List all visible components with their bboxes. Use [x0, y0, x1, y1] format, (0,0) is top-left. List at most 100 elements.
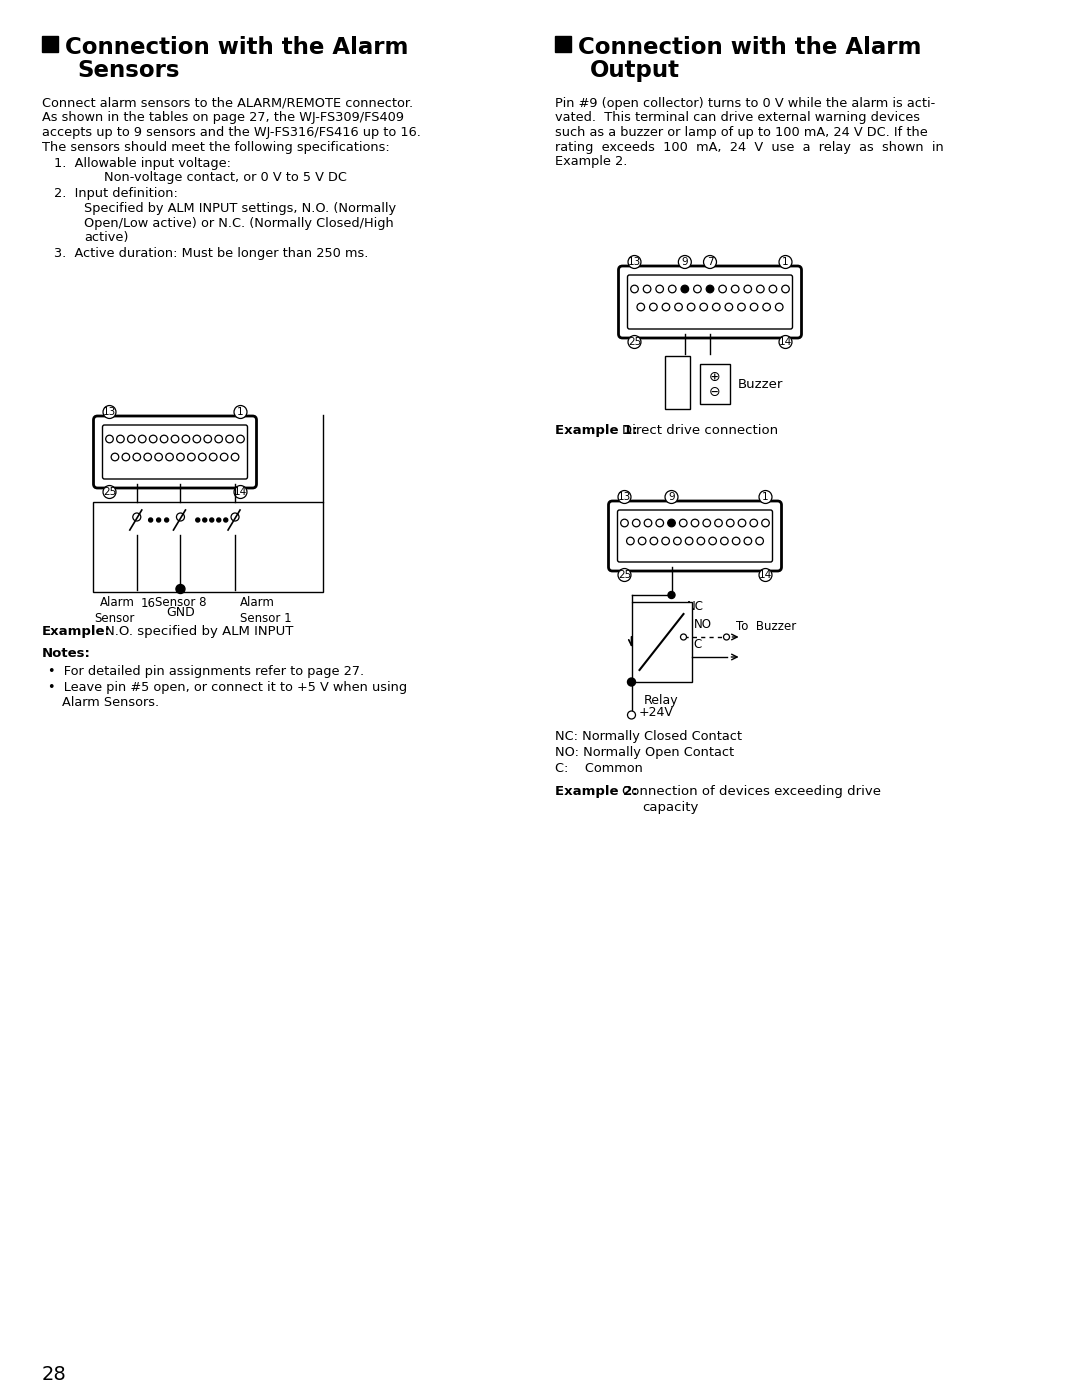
- Circle shape: [731, 285, 739, 292]
- Circle shape: [237, 435, 244, 443]
- Text: Output: Output: [590, 59, 680, 83]
- FancyBboxPatch shape: [94, 416, 257, 488]
- Text: Sensor 8: Sensor 8: [154, 596, 206, 609]
- Text: 1: 1: [762, 492, 769, 502]
- Text: Relay: Relay: [644, 694, 679, 706]
- Circle shape: [633, 519, 640, 527]
- FancyBboxPatch shape: [103, 425, 247, 478]
- FancyBboxPatch shape: [627, 276, 793, 329]
- Text: GND: GND: [166, 606, 194, 618]
- Bar: [93, 502, 323, 592]
- Circle shape: [231, 513, 239, 520]
- Text: 25: 25: [618, 569, 631, 581]
- Text: Open/Low active) or N.C. (Normally Closed/High: Open/Low active) or N.C. (Normally Close…: [84, 217, 394, 229]
- Text: 28: 28: [42, 1365, 67, 1384]
- Circle shape: [693, 285, 701, 292]
- Text: Direct drive connection: Direct drive connection: [622, 424, 778, 436]
- Circle shape: [656, 519, 663, 527]
- Circle shape: [744, 285, 752, 292]
- Circle shape: [154, 453, 162, 460]
- Circle shape: [138, 435, 146, 443]
- Text: Alarm Sensors.: Alarm Sensors.: [62, 695, 159, 709]
- Circle shape: [681, 285, 689, 292]
- Circle shape: [220, 453, 228, 460]
- Text: accepts up to 9 sensors and the WJ-FS316/FS416 up to 16.: accepts up to 9 sensors and the WJ-FS316…: [42, 126, 421, 139]
- Text: 13: 13: [618, 492, 631, 502]
- Circle shape: [644, 519, 652, 527]
- Text: vated.  This terminal can drive external warning devices: vated. This terminal can drive external …: [555, 112, 920, 125]
- Circle shape: [106, 435, 113, 443]
- Circle shape: [226, 435, 233, 443]
- Text: 1.  Allowable input voltage:: 1. Allowable input voltage:: [54, 157, 231, 169]
- Circle shape: [627, 679, 635, 686]
- Circle shape: [621, 519, 629, 527]
- Bar: [632, 602, 691, 681]
- Circle shape: [234, 406, 247, 418]
- Text: Connection with the Alarm: Connection with the Alarm: [578, 36, 921, 59]
- Circle shape: [667, 519, 675, 527]
- Circle shape: [782, 285, 789, 292]
- Circle shape: [117, 435, 124, 443]
- Circle shape: [715, 519, 723, 527]
- FancyBboxPatch shape: [608, 501, 782, 571]
- Circle shape: [720, 537, 728, 544]
- Text: 7: 7: [706, 257, 713, 267]
- Circle shape: [656, 285, 663, 292]
- Circle shape: [157, 518, 161, 522]
- Circle shape: [172, 435, 179, 443]
- Circle shape: [210, 453, 217, 460]
- Circle shape: [149, 435, 157, 443]
- Text: •  Leave pin #5 open, or connect it to +5 V when using: • Leave pin #5 open, or connect it to +5…: [48, 681, 407, 694]
- Text: Non-voltage contact, or 0 V to 5 V DC: Non-voltage contact, or 0 V to 5 V DC: [104, 171, 347, 185]
- Circle shape: [144, 453, 151, 460]
- Circle shape: [678, 256, 691, 269]
- FancyBboxPatch shape: [619, 266, 801, 339]
- Circle shape: [759, 568, 772, 582]
- Circle shape: [700, 304, 707, 311]
- Text: 2.  Input definition:: 2. Input definition:: [54, 187, 178, 200]
- Circle shape: [217, 518, 220, 522]
- Text: 1: 1: [782, 257, 788, 267]
- Circle shape: [164, 518, 168, 522]
- Text: 13: 13: [103, 407, 117, 417]
- Circle shape: [738, 304, 745, 311]
- Text: Specified by ALM INPUT settings, N.O. (Normally: Specified by ALM INPUT settings, N.O. (N…: [84, 201, 396, 215]
- Circle shape: [204, 435, 212, 443]
- Circle shape: [669, 285, 676, 292]
- Text: Example 2:: Example 2:: [555, 785, 637, 797]
- Text: Notes:: Notes:: [42, 646, 91, 660]
- Circle shape: [706, 285, 714, 292]
- Text: NO: NO: [693, 618, 712, 631]
- Circle shape: [769, 285, 777, 292]
- Circle shape: [732, 537, 740, 544]
- Circle shape: [631, 285, 638, 292]
- Circle shape: [165, 453, 174, 460]
- Circle shape: [762, 304, 770, 311]
- Circle shape: [649, 304, 657, 311]
- Circle shape: [669, 592, 675, 599]
- Text: 14: 14: [234, 487, 247, 497]
- Text: Buzzer: Buzzer: [738, 378, 783, 390]
- Circle shape: [662, 304, 670, 311]
- Circle shape: [176, 585, 185, 593]
- Circle shape: [675, 304, 683, 311]
- Circle shape: [708, 537, 716, 544]
- Circle shape: [231, 453, 239, 460]
- Circle shape: [644, 285, 651, 292]
- Text: +24V: +24V: [638, 706, 673, 719]
- Circle shape: [629, 336, 642, 348]
- Circle shape: [703, 256, 716, 269]
- Circle shape: [751, 304, 758, 311]
- Circle shape: [149, 518, 152, 522]
- Circle shape: [686, 537, 693, 544]
- Circle shape: [739, 519, 746, 527]
- Text: Example 1:: Example 1:: [555, 424, 637, 436]
- Circle shape: [779, 336, 792, 348]
- Circle shape: [122, 453, 130, 460]
- Circle shape: [759, 491, 772, 504]
- Circle shape: [176, 513, 185, 520]
- Text: 9: 9: [681, 257, 688, 267]
- Circle shape: [234, 485, 247, 498]
- Circle shape: [103, 406, 116, 418]
- Text: capacity: capacity: [642, 802, 699, 814]
